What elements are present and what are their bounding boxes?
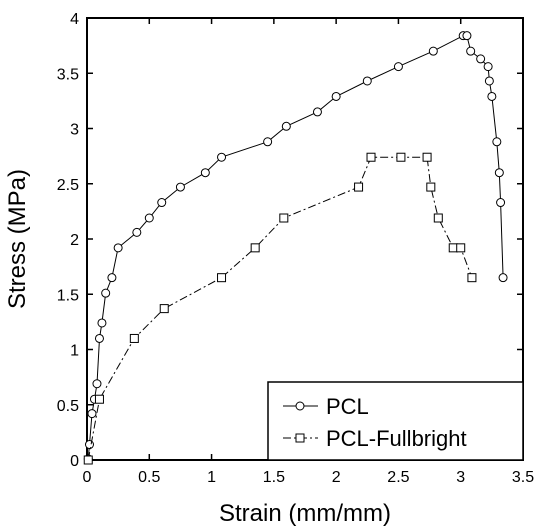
y-tick-label: 4 xyxy=(70,11,79,28)
data-point-pcl xyxy=(496,198,506,208)
y-tick-label: 0 xyxy=(70,453,79,470)
y-tick-label: 3 xyxy=(70,122,79,139)
data-point-pcl xyxy=(101,288,111,298)
x-tick-label: 2 xyxy=(332,469,341,486)
x-axis-title: Strain (mm/mm) xyxy=(219,500,391,527)
data-point-pcl xyxy=(492,137,502,147)
data-point-pcl xyxy=(144,213,154,223)
series-pcl xyxy=(83,31,508,464)
x-tick-label: 1 xyxy=(207,469,216,486)
data-point-pcl-fullbright xyxy=(83,455,93,465)
data-point-pcl-fullbright xyxy=(426,182,436,192)
data-point-pcl xyxy=(483,62,493,72)
y-axis-title: Stress (MPa) xyxy=(4,169,31,309)
data-point-pcl-fullbright xyxy=(448,243,458,253)
legend-marker-pcl xyxy=(295,401,305,411)
data-point-pcl-fullbright xyxy=(396,152,406,162)
data-point-pcl xyxy=(312,107,322,117)
data-point-pcl xyxy=(487,91,497,101)
data-point-pcl xyxy=(92,379,102,389)
x-tick-label: 1.5 xyxy=(263,469,285,486)
data-point-pcl-fullbright xyxy=(129,333,139,343)
data-point-pcl xyxy=(84,440,94,450)
legend-marker-pcl-fullbright xyxy=(295,433,305,443)
x-tick-label: 0 xyxy=(83,469,92,486)
x-tick-label: 2.5 xyxy=(387,469,409,486)
data-point-pcl-fullbright xyxy=(159,304,169,314)
data-point-pcl xyxy=(217,152,227,162)
data-point-pcl-fullbright xyxy=(456,243,466,253)
legend-label-pcl: PCL xyxy=(326,394,369,419)
series-pcl-fullbright xyxy=(83,152,477,465)
data-point-pcl xyxy=(466,46,476,56)
y-tick-label: 2.5 xyxy=(57,177,79,194)
data-point-pcl xyxy=(393,62,403,72)
data-point-pcl xyxy=(462,31,472,41)
data-point-pcl xyxy=(362,76,372,86)
data-point-pcl xyxy=(113,243,123,253)
y-tick-label: 1.5 xyxy=(57,287,79,304)
data-point-pcl xyxy=(494,168,504,178)
axis-ticks: 0 0.5 1 1.5 2 2.5 3 3.5 0 0.5 1 1.5 2 2.5 3 3.5 4 xyxy=(57,11,534,486)
data-point-pcl xyxy=(263,137,273,147)
data-point-pcl xyxy=(87,409,97,419)
data-point-pcl-fullbright xyxy=(366,152,376,162)
series-line-pcl-fullbright xyxy=(87,156,473,461)
x-tick-label: 3.5 xyxy=(512,469,534,486)
y-tick-label: 0.5 xyxy=(57,398,79,415)
data-point-pcl xyxy=(175,182,185,192)
y-tick-label: 3.5 xyxy=(57,66,79,83)
x-tick-label: 3 xyxy=(456,469,465,486)
data-point-pcl xyxy=(281,121,291,131)
data-point-pcl-fullbright xyxy=(422,152,432,162)
legend: PCL PCL-Fullbright xyxy=(267,381,524,461)
data-point-pcl-fullbright xyxy=(94,394,104,404)
series-line-pcl xyxy=(87,35,504,459)
data-point-pcl xyxy=(132,227,142,237)
data-point-pcl xyxy=(200,168,210,178)
data-point-pcl xyxy=(498,273,508,283)
x-tick-label: 0.5 xyxy=(138,469,160,486)
data-point-pcl xyxy=(484,76,494,86)
y-tick-label: 1 xyxy=(70,343,79,360)
data-point-pcl-fullbright xyxy=(279,213,289,223)
y-tick-label: 2 xyxy=(70,232,79,249)
data-point-pcl-fullbright xyxy=(217,273,227,283)
data-point-pcl-fullbright xyxy=(354,182,364,192)
data-point-pcl xyxy=(428,46,438,56)
data-series xyxy=(83,31,508,465)
data-point-pcl xyxy=(107,273,117,283)
data-point-pcl xyxy=(331,91,341,101)
data-point-pcl xyxy=(476,54,486,64)
data-point-pcl-fullbright xyxy=(250,243,260,253)
data-point-pcl xyxy=(94,333,104,343)
data-point-pcl xyxy=(97,318,107,328)
data-point-pcl-fullbright xyxy=(467,273,477,283)
data-point-pcl-fullbright xyxy=(433,213,443,223)
legend-label-pcl-fullbright: PCL-Fullbright xyxy=(326,426,467,451)
data-point-pcl xyxy=(157,198,167,208)
legend-box xyxy=(267,381,524,461)
